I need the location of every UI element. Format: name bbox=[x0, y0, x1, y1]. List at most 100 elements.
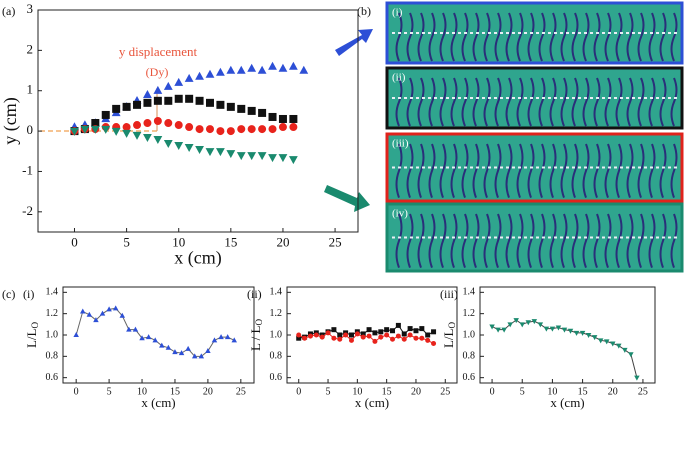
marker bbox=[237, 125, 246, 134]
y-tick-label: 1.4 bbox=[46, 287, 59, 298]
specimen bbox=[472, 77, 480, 127]
specimen bbox=[439, 213, 447, 268]
plot-frame bbox=[62, 286, 255, 384]
marker bbox=[268, 154, 277, 163]
x-axis-label: x (cm) bbox=[355, 395, 389, 410]
specimen bbox=[406, 12, 414, 62]
specimen bbox=[648, 12, 656, 62]
specimen bbox=[494, 213, 502, 268]
specimen bbox=[670, 12, 678, 62]
specimen bbox=[527, 213, 535, 268]
x-tick-label: 5 bbox=[520, 386, 525, 397]
marker bbox=[163, 81, 173, 90]
y-tick-label: 1.2 bbox=[46, 308, 59, 319]
marker bbox=[289, 114, 298, 123]
specimen bbox=[582, 143, 590, 198]
specimen bbox=[538, 213, 546, 268]
marker bbox=[153, 85, 163, 94]
y-axis-label: y (cm) bbox=[0, 97, 21, 144]
specimen bbox=[516, 77, 524, 127]
marker bbox=[164, 119, 173, 128]
marker bbox=[296, 335, 302, 341]
marker bbox=[101, 125, 111, 134]
marker bbox=[366, 327, 372, 333]
marker bbox=[236, 152, 246, 161]
marker bbox=[407, 326, 413, 332]
specimen bbox=[604, 77, 612, 127]
specimen bbox=[648, 143, 656, 198]
y-axis-label: L/LO bbox=[24, 322, 40, 349]
subpanel-label: (i) bbox=[23, 287, 34, 301]
specimen bbox=[417, 143, 425, 198]
marker bbox=[325, 330, 331, 336]
specimen bbox=[670, 77, 678, 127]
x-tick-label: 0 bbox=[71, 235, 78, 250]
marker bbox=[205, 98, 214, 107]
specimen bbox=[461, 213, 469, 268]
x-tick-label: 0 bbox=[490, 386, 495, 397]
image-label: (ii) bbox=[392, 72, 406, 84]
image-label: (i) bbox=[392, 7, 403, 19]
specimen bbox=[472, 213, 480, 268]
marker bbox=[86, 311, 93, 317]
marker bbox=[407, 332, 413, 338]
specimen bbox=[571, 77, 579, 127]
marker bbox=[205, 348, 211, 353]
plot-frame bbox=[479, 286, 656, 384]
specimen bbox=[439, 77, 447, 127]
marker bbox=[153, 96, 162, 105]
x-axis-label: x (cm) bbox=[174, 247, 221, 268]
marker bbox=[425, 337, 431, 343]
specimen bbox=[450, 143, 458, 198]
specimen bbox=[395, 143, 403, 198]
x-tick-label: 10 bbox=[352, 386, 362, 397]
marker bbox=[296, 332, 302, 338]
x-tick-label: 0 bbox=[74, 386, 79, 397]
specimen bbox=[582, 12, 590, 62]
marker bbox=[122, 102, 131, 111]
specimen bbox=[538, 143, 546, 198]
marker bbox=[567, 328, 574, 334]
marker bbox=[513, 318, 519, 324]
marker bbox=[143, 133, 152, 142]
arrow bbox=[324, 185, 370, 212]
marker bbox=[211, 337, 218, 343]
specimen bbox=[560, 77, 568, 127]
annotation: (Dy) bbox=[146, 65, 169, 79]
specimen bbox=[494, 143, 502, 198]
marker bbox=[80, 125, 90, 134]
specimen bbox=[626, 213, 634, 268]
x-tick-label: 20 bbox=[276, 235, 289, 250]
specimen bbox=[659, 143, 667, 198]
image-label: (iii) bbox=[392, 138, 409, 150]
x-tick-label: 25 bbox=[236, 386, 246, 397]
specimen bbox=[626, 143, 634, 198]
marker bbox=[419, 335, 425, 341]
marker bbox=[579, 330, 586, 336]
marker bbox=[226, 102, 235, 111]
marker bbox=[390, 328, 396, 334]
marker bbox=[112, 104, 121, 113]
marker bbox=[172, 349, 178, 355]
marker bbox=[531, 319, 538, 325]
marker bbox=[226, 150, 236, 159]
x-tick-label: 25 bbox=[440, 386, 450, 397]
marker bbox=[132, 131, 142, 140]
specimen bbox=[450, 12, 458, 62]
marker bbox=[165, 344, 172, 350]
y-tick-label: 1.0 bbox=[46, 329, 59, 340]
specimen bbox=[461, 12, 469, 62]
marker bbox=[537, 322, 544, 328]
marker bbox=[191, 353, 198, 359]
marker bbox=[331, 335, 337, 341]
marker bbox=[80, 308, 86, 314]
marker bbox=[489, 324, 495, 330]
marker bbox=[495, 327, 501, 333]
marker bbox=[354, 331, 360, 337]
marker bbox=[106, 306, 112, 312]
specimen bbox=[593, 213, 601, 268]
marker bbox=[99, 310, 106, 316]
marker bbox=[384, 332, 390, 338]
x-tick-label: 15 bbox=[578, 386, 588, 397]
specimen bbox=[428, 12, 436, 62]
